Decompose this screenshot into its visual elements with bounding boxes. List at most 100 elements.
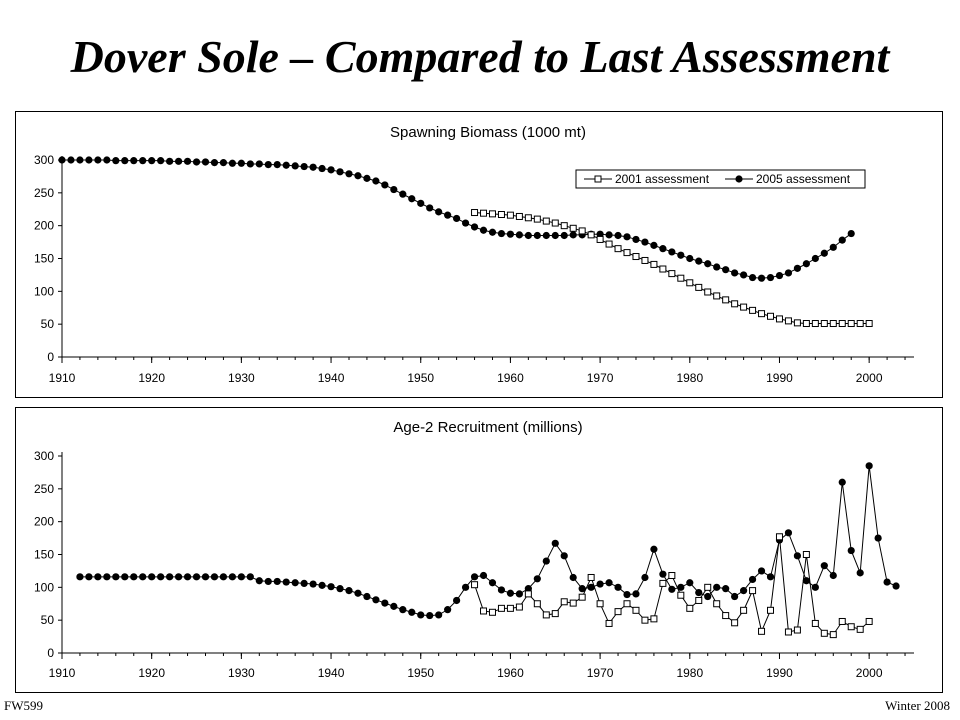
recruitment-point-2005-assessment xyxy=(766,573,775,581)
recruitment-point-2001-assessment xyxy=(704,583,712,591)
recruitment-point-2001-assessment xyxy=(811,619,819,627)
spawning-biomass-point-2005-assessment xyxy=(784,269,793,277)
spawning-biomass-point-2001-assessment xyxy=(614,245,622,253)
spawning-biomass-point-2005-assessment xyxy=(291,162,299,170)
spawning-biomass-point-2005-assessment xyxy=(847,229,855,238)
spawning-biomass-point-2005-assessment xyxy=(148,157,156,165)
spawning-biomass-point-2005-assessment xyxy=(793,264,802,272)
recruitment-point-2005-assessment xyxy=(740,587,748,595)
recruitment-point-2005-assessment xyxy=(291,579,299,587)
recruitment-point-2005-assessment xyxy=(130,573,138,581)
spawning-biomass-point-2001-assessment xyxy=(560,222,568,230)
recruitment-x-tick-label: 1930 xyxy=(228,666,255,680)
recruitment-point-2005-assessment xyxy=(76,573,84,581)
recruitment-point-2001-assessment xyxy=(713,600,721,608)
recruitment-point-2001-assessment xyxy=(856,625,864,633)
recruitment-point-2005-assessment xyxy=(748,575,757,584)
recruitment-point-2005-assessment xyxy=(228,573,236,581)
spawning-biomass-point-2005-assessment xyxy=(85,156,93,164)
spawning-biomass-y-tick-label: 200 xyxy=(34,219,54,233)
spawning-biomass-point-2005-assessment xyxy=(210,159,219,167)
recruitment-point-2005-assessment xyxy=(426,611,434,620)
recruitment-point-2005-assessment xyxy=(605,579,613,587)
spawning-biomass-x-tick-label: 1990 xyxy=(766,371,793,385)
spawning-biomass-point-2005-assessment xyxy=(542,231,550,240)
recruitment-point-2005-assessment xyxy=(874,534,882,542)
spawning-biomass-point-2005-assessment xyxy=(704,260,712,268)
recruitment-point-2001-assessment xyxy=(659,579,667,587)
spawning-biomass-point-2005-assessment xyxy=(67,156,75,164)
spawning-biomass-point-2005-assessment xyxy=(300,162,308,171)
spawning-biomass-point-2001-assessment xyxy=(551,219,559,227)
slide-title: Dover Sole – Compared to Last Assessment xyxy=(70,31,890,82)
recruitment-point-2001-assessment xyxy=(668,572,676,580)
spawning-biomass-point-2005-assessment xyxy=(820,249,828,257)
recruitment-series-line-2005-assessment xyxy=(79,465,897,617)
spawning-biomass-point-2001-assessment xyxy=(704,288,712,296)
spawning-biomass-point-2001-assessment xyxy=(506,211,514,219)
spawning-biomass-y-tick-label: 100 xyxy=(34,284,54,298)
recruitment-point-2001-assessment xyxy=(847,623,855,631)
recruitment-point-2005-assessment xyxy=(632,590,640,598)
spawning-biomass-point-2005-assessment xyxy=(695,257,703,265)
recruitment-point-2005-assessment xyxy=(641,573,649,582)
recruitment-point-2005-assessment xyxy=(309,580,317,588)
recruitment-point-2005-assessment xyxy=(273,577,281,586)
spawning-biomass-point-2001-assessment xyxy=(695,283,703,291)
recruitment-point-2005-assessment xyxy=(802,577,810,585)
recruitment-point-2005-assessment xyxy=(237,573,245,581)
spawning-biomass-x-tick-label: 2000 xyxy=(856,371,883,385)
recruitment-x-tick-label: 1940 xyxy=(318,666,345,680)
recruitment-point-2005-assessment xyxy=(408,608,416,616)
recruitment-point-2005-assessment xyxy=(85,573,93,581)
recruitment-point-2005-assessment xyxy=(596,580,604,588)
recruitment-point-2001-assessment xyxy=(533,600,541,608)
spawning-biomass-point-2001-assessment xyxy=(775,315,783,323)
spawning-biomass-x-tick-label: 1980 xyxy=(676,371,703,385)
recruitment-point-2005-assessment xyxy=(659,570,667,578)
recruitment-point-2005-assessment xyxy=(219,573,228,581)
spawning-biomass-point-2001-assessment xyxy=(686,279,694,287)
recruitment-point-2005-assessment xyxy=(210,573,219,581)
spawning-biomass-point-2001-assessment xyxy=(668,270,676,278)
spawning-biomass-point-2005-assessment xyxy=(569,231,577,239)
recruitment-title: Age-2 Recruitment (millions) xyxy=(393,419,582,436)
spawning-biomass-title: Spawning Biomass (1000 mt) xyxy=(390,124,586,141)
spawning-biomass-point-2005-assessment xyxy=(802,260,810,268)
recruitment-point-2005-assessment xyxy=(829,571,837,580)
spawning-biomass-point-2001-assessment xyxy=(847,320,855,328)
spawning-biomass-panel: Spawning Biomass (1000 mt) 0 50 100 150 200 25… xyxy=(15,111,943,398)
spawning-biomass-point-2005-assessment xyxy=(713,263,721,271)
spawning-biomass-point-2005-assessment xyxy=(488,228,497,236)
legend-box xyxy=(575,169,866,189)
recruitment-point-2001-assessment xyxy=(614,608,622,616)
recruitment-point-2005-assessment xyxy=(470,573,479,581)
spawning-biomass-point-2005-assessment xyxy=(426,204,434,212)
spawning-biomass-x-tick-label: 1950 xyxy=(407,371,434,385)
spawning-biomass-point-2005-assessment xyxy=(524,231,532,240)
recruitment-point-2005-assessment xyxy=(515,590,523,598)
recruitment-point-2001-assessment xyxy=(677,591,685,599)
recruitment-point-2005-assessment xyxy=(892,582,900,590)
recruitment-point-2001-assessment xyxy=(488,608,496,616)
spawning-biomass-point-2005-assessment xyxy=(560,231,568,240)
spawning-biomass-point-2005-assessment xyxy=(336,168,344,176)
recruitment-point-2001-assessment xyxy=(497,604,505,612)
spawning-biomass-point-2005-assessment xyxy=(264,160,272,169)
spawning-biomass-point-2001-assessment xyxy=(713,292,721,300)
recruitment-point-2005-assessment xyxy=(318,581,326,589)
recruitment-x-tick-label: 1920 xyxy=(138,666,165,680)
recruitment-point-2005-assessment xyxy=(444,606,452,614)
spawning-biomass-point-2005-assessment xyxy=(417,199,425,207)
spawning-biomass-point-2005-assessment xyxy=(399,190,407,198)
spawning-biomass-point-2005-assessment xyxy=(345,170,353,178)
recruitment-point-2005-assessment xyxy=(731,592,739,601)
recruitment-point-2001-assessment xyxy=(632,606,640,614)
legend-label-2001-assessment: 2001 assessment xyxy=(615,172,710,186)
spawning-biomass-point-2001-assessment xyxy=(865,320,873,328)
spawning-biomass-point-2005-assessment xyxy=(121,157,129,165)
recruitment-point-2005-assessment xyxy=(417,611,425,619)
recruitment-x-tick-label: 1950 xyxy=(407,666,434,680)
spawning-biomass-point-2001-assessment xyxy=(767,312,775,320)
recruitment-point-2005-assessment xyxy=(722,585,730,593)
